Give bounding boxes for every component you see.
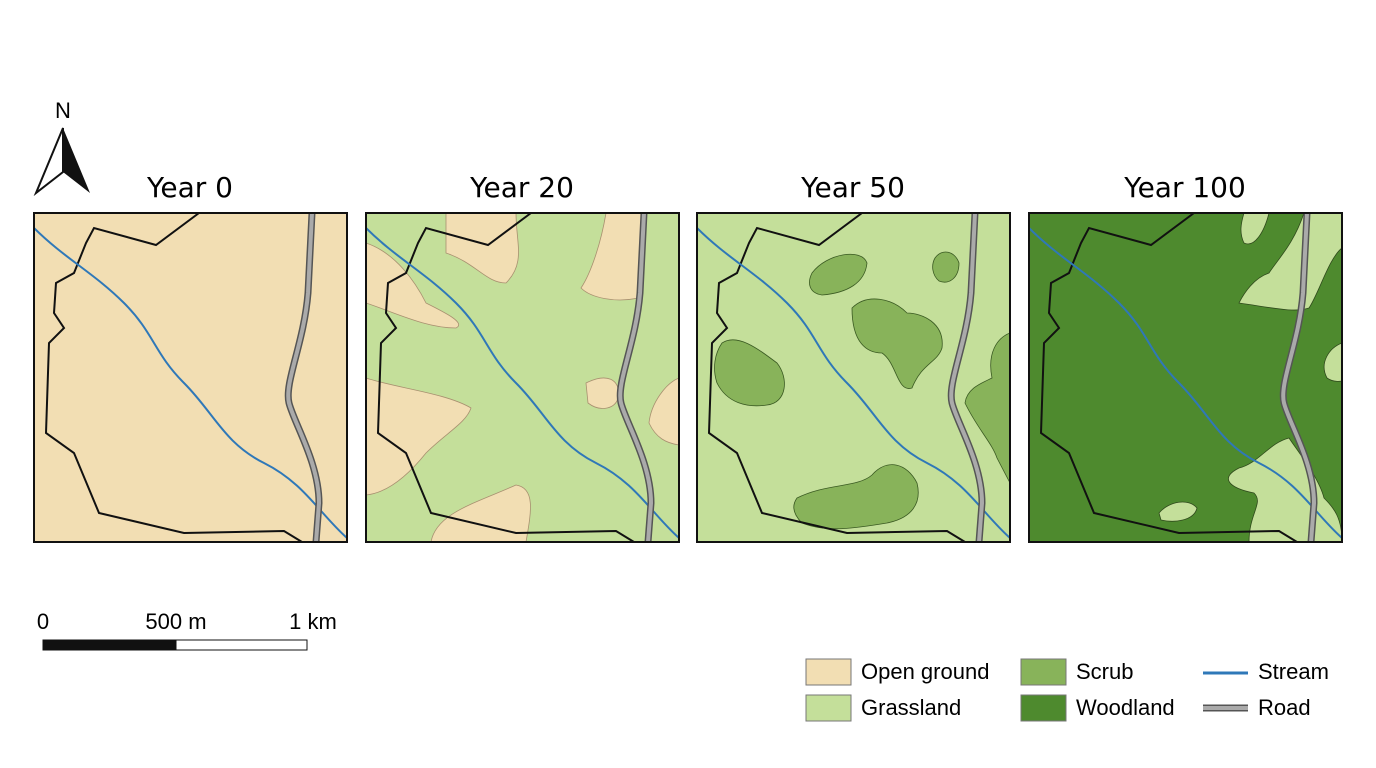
panel-title: Year 100 [1123,171,1246,204]
scale-label: 0 [37,609,49,634]
legend-label: Road [1258,695,1311,720]
map-panel: Year 100 [1028,171,1343,543]
scale-label: 1 km [289,609,337,634]
map-panel: Year 50 [696,171,1011,543]
legend-label: Stream [1258,659,1329,684]
legend-label: Woodland [1076,695,1175,720]
legend: Open ground Grassland Scrub Woodland Str… [805,658,1329,722]
map-panel: Year 0 [33,171,348,543]
legend-label: Scrub [1076,659,1133,684]
panel-title: Year 20 [469,171,574,204]
map-panel: Year 20 [365,171,680,543]
scale-label: 500 m [145,609,206,634]
legend-label: Open ground [861,659,989,684]
north-label: N [55,98,71,123]
scale-bar: 0 500 m 1 km [37,609,337,651]
legend-label: Grassland [861,695,961,720]
panel-title: Year 0 [146,171,233,204]
panel-title: Year 50 [800,171,905,204]
north-arrow: N [33,98,90,197]
